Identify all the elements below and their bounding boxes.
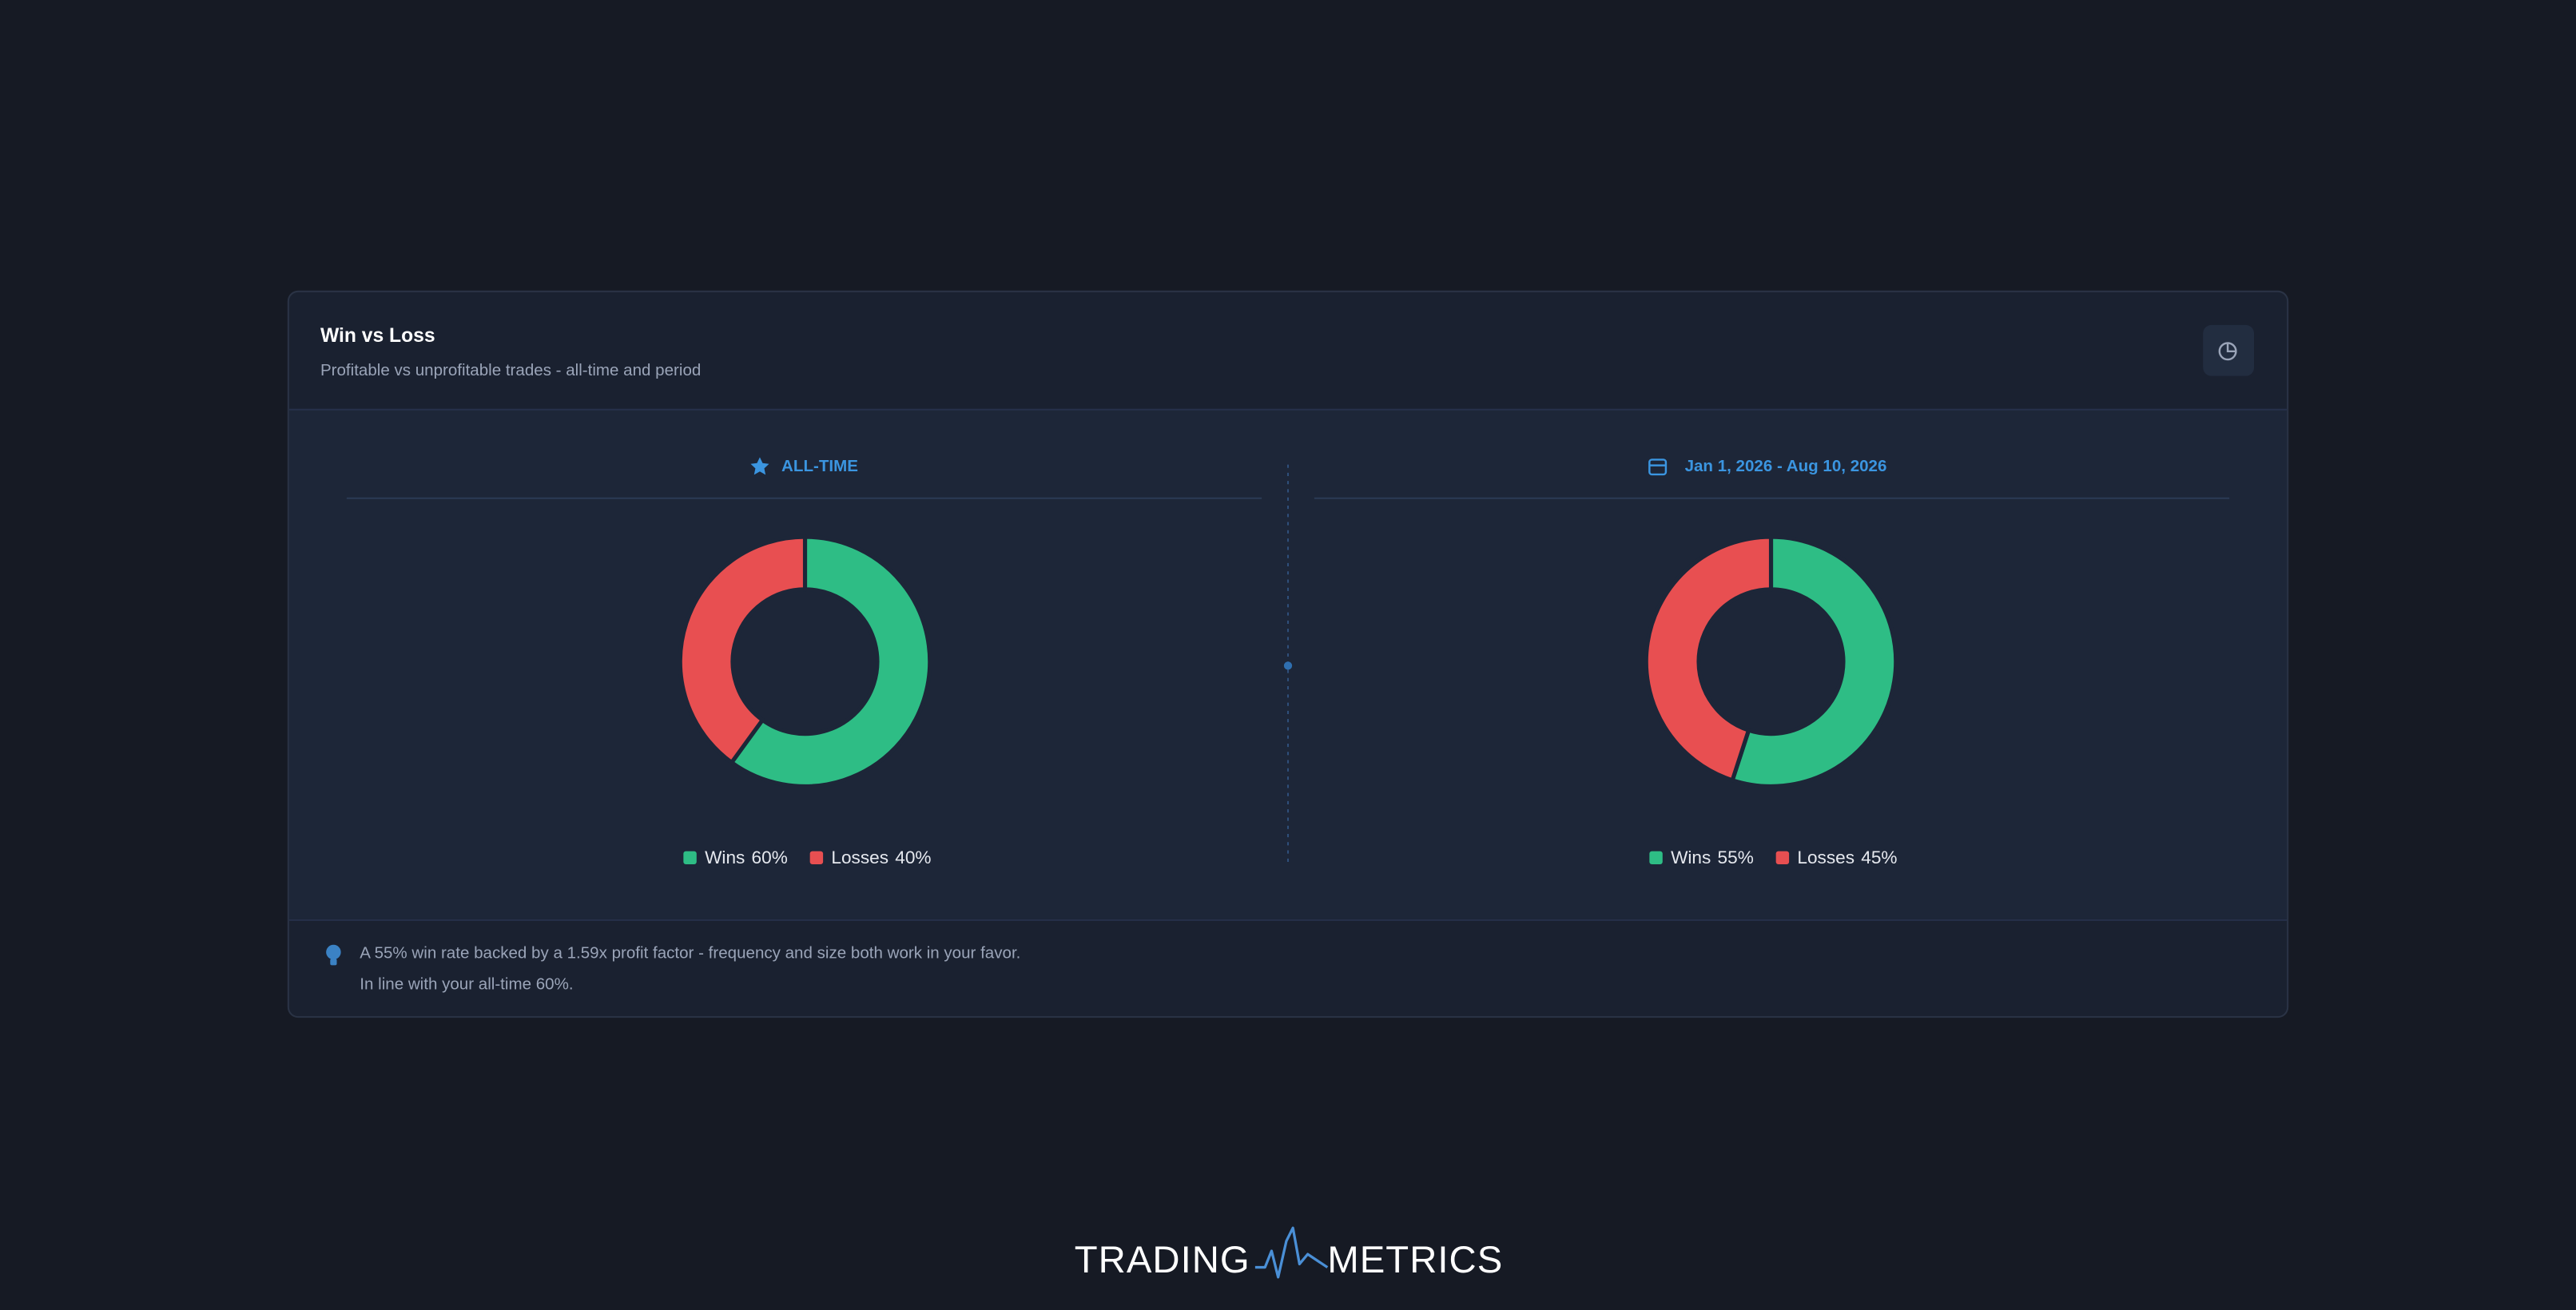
donut-slice — [1730, 534, 1898, 788]
legend-value: 60% — [752, 848, 788, 867]
legend-value: 45% — [1861, 848, 1897, 867]
lightbulb-icon — [326, 944, 341, 966]
legend-entry: Losses 40% — [831, 848, 931, 867]
legend-name: Wins — [1671, 848, 1711, 867]
card-subtitle: Profitable vs unprofitable trades - all-… — [320, 361, 701, 379]
legend-swatch — [1775, 851, 1790, 865]
legend-swatch — [809, 851, 824, 865]
chart-heading: ALL-TIME — [781, 457, 858, 475]
legend-entry: Wins 55% — [1671, 848, 1754, 867]
logo-left: TRADING — [1075, 1239, 1250, 1281]
legend-name: Losses — [831, 848, 888, 867]
insight-line: In line with your all-time 60%. — [360, 975, 573, 994]
card-title: Win vs Loss — [320, 325, 435, 347]
insight-line: A 55% win rate backed by a 1.59x profit … — [360, 943, 1020, 962]
legend-value: 40% — [895, 848, 931, 867]
chart-type-button[interactable] — [2203, 324, 2254, 376]
legend-entry: Losses 45% — [1797, 848, 1897, 867]
star-icon — [750, 457, 769, 475]
donut-slice — [678, 534, 808, 765]
legend-entry: Wins 60% — [705, 848, 788, 867]
legend-swatch — [1649, 851, 1663, 865]
logo-pulse — [1254, 1226, 1329, 1279]
chart-heading: Jan 1, 2026 - Aug 10, 2026 — [1685, 457, 1887, 475]
donut-slice — [729, 534, 932, 788]
divider-dot — [1283, 661, 1293, 670]
legend-name: Losses — [1797, 848, 1854, 867]
donut-slice — [1644, 534, 1774, 783]
button-icon-line — [2226, 343, 2236, 353]
legend-value: 55% — [1718, 848, 1754, 867]
legend-name: Wins — [705, 848, 745, 867]
calendar-icon — [1648, 458, 1668, 476]
legend-swatch — [683, 851, 697, 865]
logo-right: METRICS — [1327, 1239, 1503, 1281]
